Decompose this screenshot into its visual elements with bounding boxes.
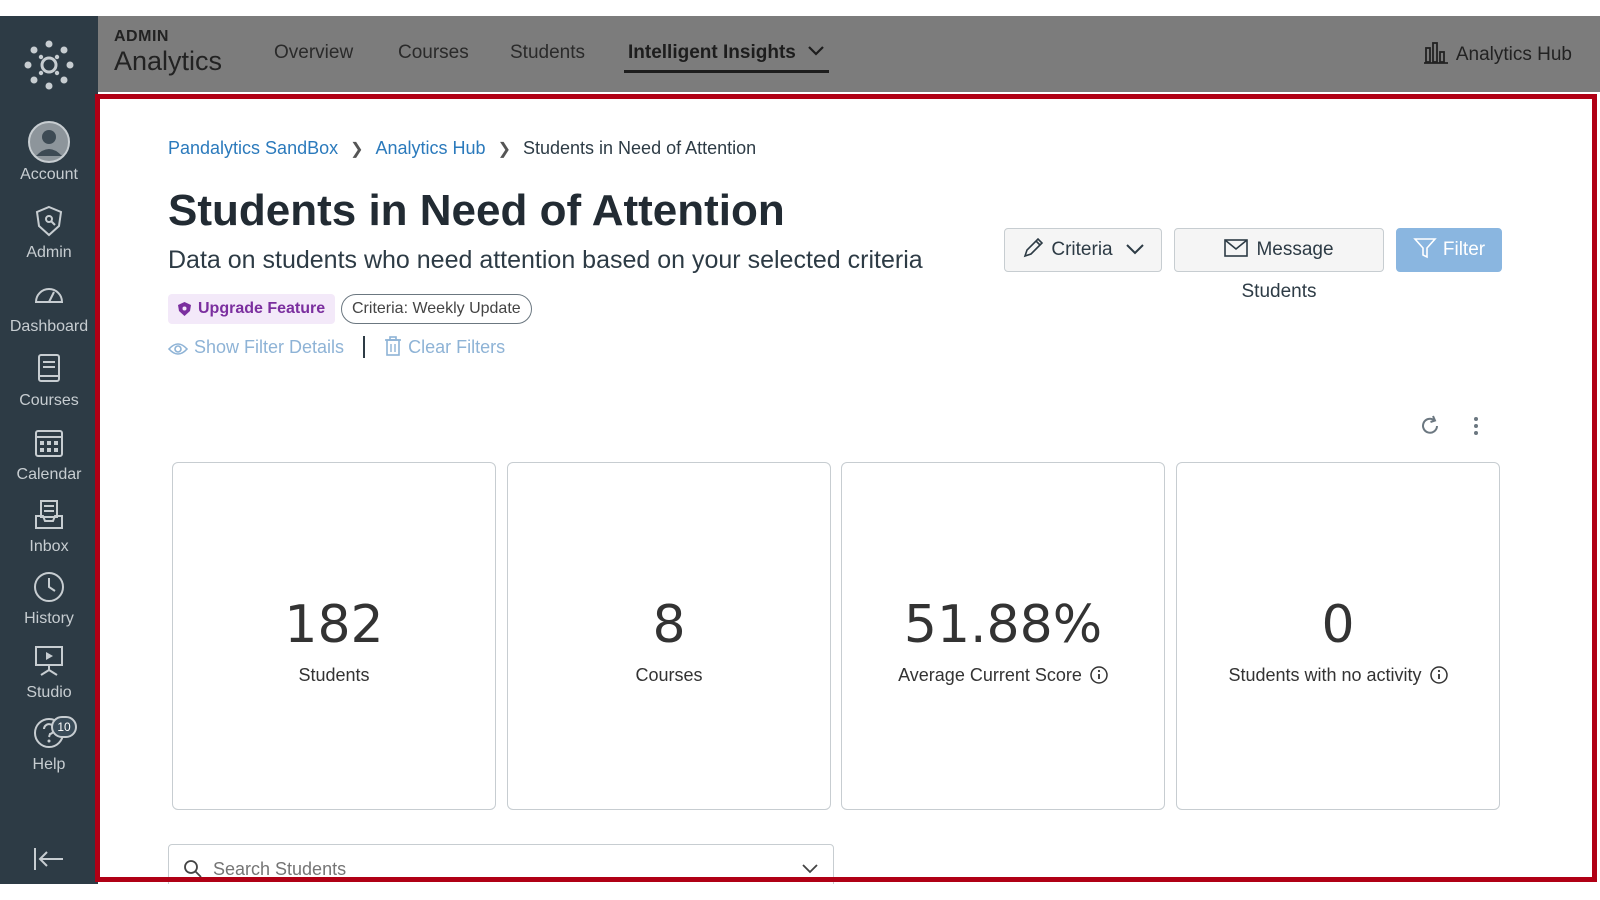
brand-admin-label: ADMIN	[114, 28, 169, 45]
nav-help[interactable]: 10 Help	[0, 716, 98, 786]
courses-book-icon	[38, 354, 60, 382]
nav-calendar[interactable]: Calendar	[0, 426, 98, 496]
breadcrumb-separator-icon: ❯	[497, 141, 511, 158]
clear-filters-link[interactable]: Clear Filters	[384, 336, 505, 358]
calendar-icon	[35, 430, 63, 457]
shield-icon	[178, 302, 191, 316]
stat-card-no-activity: 0 Students with no activity	[1176, 462, 1500, 810]
show-filter-details-link[interactable]: Show Filter Details	[167, 336, 345, 358]
stat-label: Students	[298, 665, 370, 685]
nav-account[interactable]: Account	[0, 120, 98, 190]
nav-courses-label: Courses	[19, 392, 79, 409]
nav-dashboard-label: Dashboard	[9, 318, 89, 335]
more-options-icon[interactable]	[1464, 414, 1488, 438]
nav-inbox-label: Inbox	[29, 538, 69, 555]
tab-courses[interactable]: Courses	[398, 42, 469, 63]
breadcrumb: Pandalytics SandBox ❯ Analytics Hub ❯ Studen…	[168, 138, 756, 159]
pencil-icon	[1024, 237, 1044, 258]
nav-courses[interactable]: Courses	[0, 352, 98, 422]
info-icon[interactable]	[1429, 666, 1448, 684]
stat-card-students: 182 Students	[172, 462, 496, 810]
filter-links-divider	[363, 336, 366, 359]
analytics-topbar: ADMIN Analytics Overview Courses Student…	[98, 16, 1600, 92]
analytics-hub-link[interactable]: Analytics Hub	[1423, 42, 1572, 66]
stat-label: Average Current Score	[898, 665, 1082, 685]
help-badge: 10	[51, 716, 77, 738]
stat-label: Courses	[635, 665, 703, 685]
nav-history[interactable]: History	[0, 570, 98, 640]
breadcrumb-separator-icon: ❯	[350, 141, 364, 158]
filter-links: Show Filter Details Clear Filters	[167, 336, 505, 359]
stat-card-average-score: 51.88% Average Current Score	[841, 462, 1165, 810]
funnel-icon	[1413, 238, 1437, 259]
message-students-button[interactable]: Message Students	[1174, 228, 1384, 302]
filter-button[interactable]: Filter	[1396, 228, 1502, 272]
stat-value: 182	[284, 595, 384, 655]
nav-admin[interactable]: Admin	[0, 204, 98, 274]
page-subtitle: Data on students who need attention base…	[168, 246, 923, 274]
tab-overview[interactable]: Overview	[274, 42, 354, 63]
envelope-icon	[1224, 239, 1249, 257]
app-frame: Account Admin Dashboard Co	[0, 16, 1600, 884]
main-content: Pandalytics SandBox ❯ Analytics Hub ❯ Studen…	[98, 94, 1600, 884]
analytics-brand[interactable]: ADMIN Analytics	[114, 28, 222, 76]
breadcrumb-analytics-hub[interactable]: Analytics Hub	[375, 138, 486, 158]
stat-value: 0	[1321, 595, 1355, 655]
inbox-icon	[35, 500, 63, 529]
tab-intelligent-insights[interactable]: Intelligent Insights	[624, 42, 830, 73]
criteria-button[interactable]: Criteria	[1004, 228, 1162, 272]
breadcrumb-current: Students in Need of Attention	[522, 138, 757, 158]
page-title: Students in Need of Attention	[168, 186, 785, 235]
bar-chart-icon	[1423, 42, 1448, 64]
nav-account-label: Account	[20, 166, 78, 183]
criteria-button-label: Criteria	[1051, 239, 1113, 260]
stat-value: 51.88%	[903, 595, 1103, 655]
admin-shield-icon	[35, 205, 63, 237]
stat-label: Students with no activity	[1228, 665, 1422, 685]
history-clock-icon	[34, 572, 64, 602]
show-filter-details-label: Show Filter Details	[194, 336, 345, 357]
trash-icon	[385, 336, 402, 357]
stat-label-wrap: Average Current Score	[842, 665, 1164, 686]
criteria-tag[interactable]: Criteria: Weekly Update	[341, 294, 532, 324]
nav-help-label: Help	[32, 756, 66, 773]
stat-value: 8	[652, 595, 686, 655]
nav-admin-label: Admin	[26, 244, 72, 261]
canvas-logo-icon[interactable]	[24, 40, 74, 90]
breadcrumb-sandbox[interactable]: Pandalytics SandBox	[168, 138, 339, 158]
upgrade-feature-tag[interactable]: Upgrade Feature	[168, 294, 336, 324]
info-icon[interactable]	[1090, 666, 1108, 684]
search-students-input[interactable]	[213, 855, 793, 883]
stat-card-courses: 8 Courses	[507, 462, 831, 810]
stat-label-wrap: Students with no activity	[1177, 665, 1499, 686]
eye-icon	[167, 342, 189, 355]
nav-calendar-label: Calendar	[16, 466, 82, 483]
nav-history-label: History	[24, 610, 74, 627]
search-students-box[interactable]	[168, 844, 834, 884]
account-icon	[28, 121, 70, 163]
message-students-label: Message Students	[1241, 239, 1334, 302]
clear-filters-label: Clear Filters	[408, 337, 506, 358]
chevron-down-icon	[808, 46, 824, 56]
tab-intelligent-insights-label: Intelligent Insights	[628, 42, 796, 63]
collapse-nav-icon[interactable]	[32, 844, 66, 874]
analytics-hub-label: Analytics Hub	[1455, 44, 1572, 65]
brand-analytics-label: Analytics	[114, 46, 223, 76]
nav-studio[interactable]: Studio	[0, 644, 98, 714]
refresh-icon[interactable]	[1418, 414, 1442, 438]
nav-studio-label: Studio	[26, 684, 72, 701]
chevron-down-icon	[1125, 244, 1144, 255]
nav-inbox[interactable]: Inbox	[0, 498, 98, 568]
upgrade-feature-label: Upgrade Feature	[198, 300, 326, 317]
chevron-down-icon[interactable]	[801, 863, 819, 875]
filter-button-label: Filter	[1442, 239, 1486, 260]
dashboard-icon	[34, 288, 64, 303]
tab-students[interactable]: Students	[510, 42, 585, 63]
nav-dashboard[interactable]: Dashboard	[0, 278, 98, 348]
global-nav: Account Admin Dashboard Co	[0, 16, 98, 884]
studio-icon	[35, 646, 63, 676]
search-icon	[184, 860, 202, 878]
